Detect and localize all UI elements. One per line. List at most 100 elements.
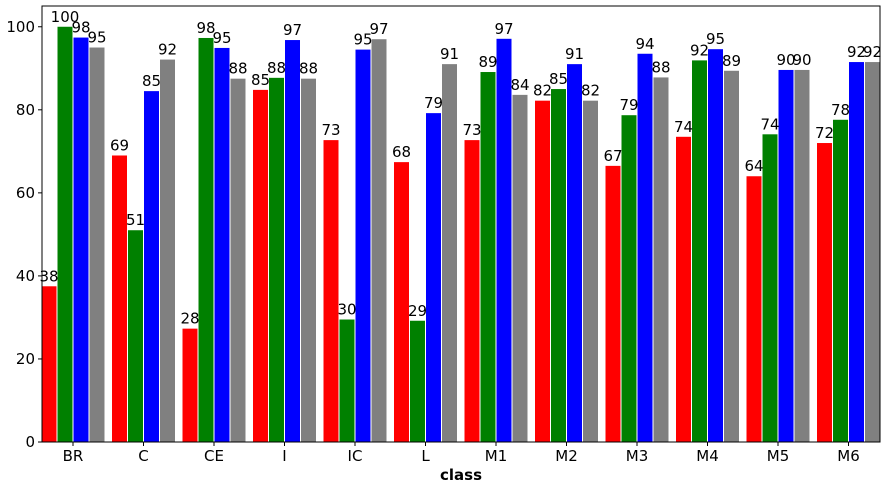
data-label-ic-series-3: 95 (353, 31, 372, 49)
data-label-m6-series-4: 92 (863, 43, 882, 61)
bar-m5-series-2 (762, 134, 778, 442)
data-label-m1-series-3: 97 (494, 20, 513, 38)
x-tick-label-c: C (138, 447, 148, 465)
bar-m3-series-4 (653, 77, 669, 442)
data-label-m3-series-2: 79 (619, 96, 638, 114)
bar-ic-series-2 (339, 319, 355, 442)
bar-ic-series-3 (355, 49, 371, 442)
bar-br-series-2 (57, 26, 73, 443)
bar-i-series-4 (301, 78, 316, 443)
bar-m1-series-3 (496, 38, 512, 443)
y-tick-label-40: 40 (16, 267, 35, 285)
data-label-m2-series-3: 91 (565, 45, 584, 63)
x-tick-label-ce: CE (204, 447, 224, 465)
data-label-m4-series-3: 95 (706, 30, 725, 48)
data-label-m2-series-2: 85 (549, 70, 568, 88)
data-label-ic-series-2: 30 (337, 301, 356, 319)
bar-m6-series-4 (865, 62, 880, 443)
bar-m4-series-1 (676, 136, 691, 443)
y-tick-label-0: 0 (25, 433, 35, 451)
data-label-br-series-2: 100 (51, 8, 80, 26)
bar-m4-series-4 (724, 70, 739, 442)
data-label-c-series-1: 69 (110, 136, 129, 154)
data-label-m3-series-1: 67 (603, 147, 622, 165)
bar-i-series-2 (269, 77, 284, 443)
data-label-ce-series-2: 98 (196, 19, 215, 37)
bar-ce-series-1 (182, 328, 198, 442)
data-label-m6-series-2: 78 (831, 101, 850, 119)
data-label-m4-series-4: 89 (722, 52, 741, 70)
data-label-i-series-4: 88 (299, 60, 318, 78)
data-label-br-series-3: 98 (71, 19, 90, 37)
data-label-m2-series-4: 82 (581, 82, 600, 100)
data-label-ce-series-3: 95 (212, 29, 231, 47)
data-label-ic-series-1: 73 (321, 121, 340, 139)
data-label-m2-series-1: 82 (533, 82, 552, 100)
bar-ce-series-4 (230, 78, 246, 443)
bar-i-series-1 (253, 89, 268, 442)
data-label-m3-series-3: 94 (635, 35, 654, 53)
x-tick-label-m4: M4 (696, 447, 719, 465)
bar-l-series-3 (426, 113, 441, 442)
data-label-l-series-2: 29 (408, 302, 427, 320)
data-label-i-series-1: 85 (251, 71, 270, 89)
bar-ce-series-2 (198, 37, 214, 443)
plot-frame (41, 5, 881, 443)
data-label-ce-series-4: 88 (228, 60, 247, 78)
x-tick-label-m2: M2 (555, 447, 578, 465)
data-label-ic-series-4: 97 (369, 20, 388, 38)
data-label-m6-series-3: 92 (847, 43, 866, 61)
x-tick-label-m3: M3 (626, 447, 649, 465)
bar-m5-series-4 (794, 69, 810, 443)
bar-m1-series-2 (480, 72, 496, 442)
bar-m2-series-3 (567, 64, 582, 442)
y-tick-label-60: 60 (16, 184, 35, 202)
bar-m3-series-3 (637, 53, 653, 442)
bar-m2-series-1 (535, 100, 550, 442)
x-tick-label-m5: M5 (767, 447, 790, 465)
y-axis: 0 20 40 60 80 100 (6, 18, 42, 451)
bar-m4-series-2 (692, 60, 707, 443)
data-label-br-series-4: 95 (87, 29, 106, 47)
bar-c-series-4 (160, 59, 175, 443)
bar-l-series-1 (394, 162, 409, 442)
y-tick-label-80: 80 (16, 101, 35, 119)
data-label-m5-series-4: 90 (792, 51, 811, 69)
bar-br-series-4 (89, 47, 105, 443)
x-tick-label-br: BR (63, 447, 84, 465)
bar-m5-series-3 (778, 69, 794, 443)
bar-m1-series-4 (512, 94, 528, 442)
data-label-m6-series-1: 72 (815, 124, 834, 142)
data-label-m4-series-2: 92 (690, 41, 709, 59)
bar-m6-series-2 (833, 119, 848, 442)
data-label-l-series-3: 79 (424, 94, 443, 112)
data-label-m3-series-4: 88 (651, 58, 670, 76)
bar-c-series-1 (112, 155, 127, 442)
data-label-i-series-3: 97 (283, 21, 302, 39)
data-label-c-series-3: 85 (142, 72, 161, 90)
data-label-i-series-2: 88 (267, 59, 286, 77)
x-tick-label-ic: IC (348, 447, 363, 465)
x-tick-label-m6: M6 (837, 447, 860, 465)
bar-i-series-3 (285, 40, 300, 442)
bar-c-series-2 (128, 230, 143, 442)
y-tick-label-20: 20 (16, 350, 35, 368)
x-tick-label-l: L (421, 447, 430, 465)
x-axis-title: class (440, 466, 482, 484)
data-label-m1-series-1: 73 (462, 121, 481, 139)
bar-m6-series-1 (817, 143, 832, 442)
bar-l-series-4 (442, 64, 457, 442)
x-axis: BR C CE I IC L M1 M2 M3 M4 M5 M6 (63, 442, 860, 465)
bar-ic-series-1 (323, 140, 339, 443)
data-label-m4-series-1: 74 (674, 118, 693, 136)
data-label-m5-series-3: 90 (776, 51, 795, 69)
data-label-m1-series-2: 89 (478, 53, 497, 71)
x-tick-label-m1: M1 (485, 447, 508, 465)
bar-ce-series-3 (214, 47, 230, 442)
bar-m3-series-2 (621, 115, 637, 443)
bar-br-series-1 (41, 286, 57, 442)
data-label-l-series-1: 68 (392, 143, 411, 161)
data-label-m5-series-1: 64 (744, 157, 763, 175)
bar-ic-series-4 (371, 39, 387, 442)
